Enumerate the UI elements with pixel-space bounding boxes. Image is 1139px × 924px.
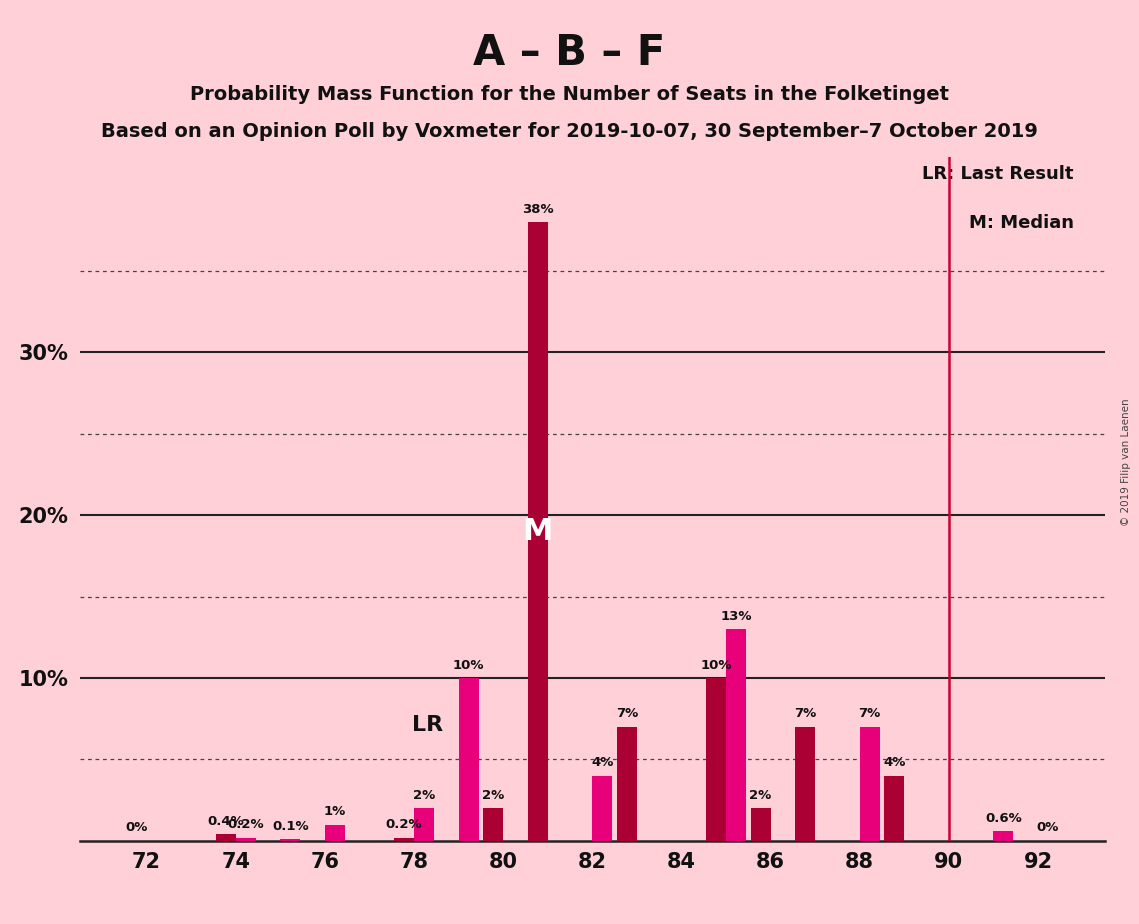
Text: 10%: 10% bbox=[700, 659, 731, 672]
Text: LR: Last Result: LR: Last Result bbox=[923, 165, 1074, 183]
Bar bbox=[236, 837, 256, 841]
Bar bbox=[459, 678, 478, 841]
Bar bbox=[617, 727, 637, 841]
Text: 0.6%: 0.6% bbox=[985, 811, 1022, 824]
Text: M: M bbox=[523, 517, 552, 546]
Bar bbox=[394, 837, 413, 841]
Text: 13%: 13% bbox=[720, 610, 752, 623]
Bar bbox=[884, 776, 904, 841]
Bar bbox=[483, 808, 503, 841]
Text: 7%: 7% bbox=[616, 708, 638, 721]
Text: 0%: 0% bbox=[125, 821, 148, 834]
Bar bbox=[527, 222, 548, 841]
Bar bbox=[726, 629, 746, 841]
Text: 4%: 4% bbox=[591, 756, 614, 769]
Text: 0.2%: 0.2% bbox=[386, 818, 423, 831]
Bar bbox=[795, 727, 816, 841]
Text: 2%: 2% bbox=[413, 789, 435, 802]
Text: 7%: 7% bbox=[794, 708, 817, 721]
Text: Probability Mass Function for the Number of Seats in the Folketinget: Probability Mass Function for the Number… bbox=[190, 85, 949, 104]
Text: 2%: 2% bbox=[482, 789, 505, 802]
Text: 0.2%: 0.2% bbox=[228, 818, 264, 831]
Text: 4%: 4% bbox=[883, 756, 906, 769]
Text: LR: LR bbox=[412, 715, 443, 735]
Bar bbox=[325, 824, 345, 841]
Bar bbox=[413, 808, 434, 841]
Bar bbox=[592, 776, 613, 841]
Text: © 2019 Filip van Laenen: © 2019 Filip van Laenen bbox=[1121, 398, 1131, 526]
Bar bbox=[751, 808, 771, 841]
Text: 0.1%: 0.1% bbox=[272, 820, 309, 833]
Text: M: Median: M: Median bbox=[968, 214, 1074, 232]
Bar bbox=[706, 678, 726, 841]
Text: 7%: 7% bbox=[859, 708, 880, 721]
Bar bbox=[860, 727, 879, 841]
Text: Based on an Opinion Poll by Voxmeter for 2019-10-07, 30 September–7 October 2019: Based on an Opinion Poll by Voxmeter for… bbox=[101, 122, 1038, 141]
Text: 2%: 2% bbox=[749, 789, 771, 802]
Text: 1%: 1% bbox=[323, 805, 346, 818]
Text: 0%: 0% bbox=[1036, 821, 1059, 834]
Text: 10%: 10% bbox=[453, 659, 484, 672]
Text: A – B – F: A – B – F bbox=[474, 32, 665, 74]
Bar bbox=[993, 831, 1014, 841]
Bar bbox=[280, 839, 301, 841]
Text: 38%: 38% bbox=[522, 202, 554, 215]
Text: 0.4%: 0.4% bbox=[207, 815, 244, 828]
Bar bbox=[215, 834, 236, 841]
